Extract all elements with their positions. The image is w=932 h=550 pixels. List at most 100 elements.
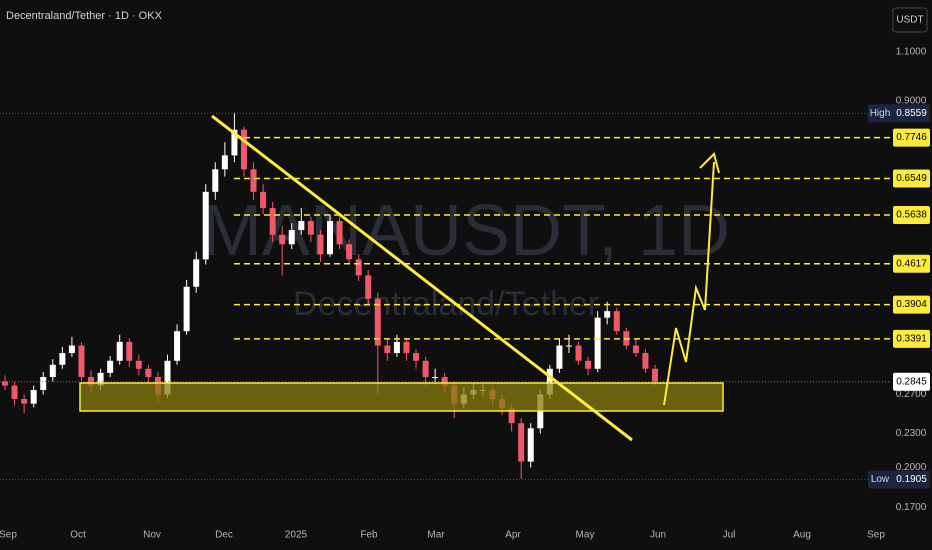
low-badge [868,470,930,489]
candle-body [269,208,276,235]
level-label: 0.5638 [896,210,927,221]
candle-body [527,428,534,462]
candle-body [126,341,133,361]
candle-body [240,129,247,170]
y-tick-label: 0.9000 [896,96,927,107]
level-badge [893,128,930,147]
candle-body [298,221,305,231]
x-tick-label: Nov [143,530,161,541]
last-price: 0.2845 [896,376,927,387]
candle-body [575,345,582,361]
candle-body [336,221,343,245]
x-tick-label: Sep [0,530,17,541]
candle-body [135,360,142,369]
x-tick-label: Feb [360,530,378,541]
candle-body [145,368,152,378]
y-tick-label: 0.1700 [896,502,927,513]
candle-body [212,169,219,192]
candle-body [508,408,515,424]
candle-body [88,377,95,386]
last-price-badge [893,372,930,391]
candle-body [355,259,362,276]
trend-line [211,114,633,442]
x-tick-label: Aug [793,530,811,541]
candle-body [403,341,410,354]
candle-body [78,345,85,378]
candle-body [40,377,47,390]
level-label: 0.3904 [896,299,927,310]
candle-body [432,377,439,379]
candle-body [250,169,257,192]
low-label: Low [871,474,890,485]
candle-body [652,368,658,382]
level-label: 0.3391 [896,334,927,345]
high-badge [868,104,930,123]
candle-body [11,385,18,400]
currency: USDT [896,15,923,26]
candle-body [613,311,620,332]
candle-body [174,331,181,361]
candle-body [49,364,56,378]
x-tick-label: Jun [650,530,666,541]
candle-body [59,353,66,365]
level-badge [893,205,930,224]
candle-body [279,234,286,245]
watermark: MANAUSDT, 1D [202,191,730,271]
support-zone [79,382,724,412]
x-tick-label: Mar [427,530,445,541]
level-label: 0.4617 [896,258,927,269]
candle-body [585,360,592,369]
level-badge [893,295,930,314]
candle-body [317,234,324,255]
low-value: 0.1905 [896,474,927,485]
candle-body [642,353,649,369]
x-tick-label: Sep [867,530,885,541]
currency-badge[interactable] [892,7,928,33]
y-tick-label: 0.2000 [896,462,927,473]
candle-body [384,345,391,354]
y-tick-label: 0.2300 [896,428,927,439]
candle-body [374,298,381,346]
high-label: High [870,108,891,119]
projection-arrow [663,161,715,406]
y-tick-label: 1.1000 [896,47,927,58]
arrow-head [699,152,720,174]
level-badge [893,329,930,348]
candle-body [231,129,238,156]
candle-body [183,286,190,332]
candle-body [365,275,372,299]
candle-body [393,341,400,354]
x-tick-label: Oct [70,530,86,541]
level-label: 0.6549 [896,173,927,184]
candle-body [202,191,209,260]
level-label: 0.7746 [896,132,927,143]
candle-body [307,221,314,235]
x-tick-label: 2025 [285,530,308,541]
level-badge [893,169,930,188]
candle-body [288,230,295,245]
candle-body [97,372,104,386]
candle-body [632,345,639,354]
y-tick-label: 0.2700 [896,389,927,400]
x-tick-label: Dec [215,530,233,541]
x-tick-label: May [576,530,595,541]
candle-body [260,191,267,209]
candle-body [193,259,200,287]
candle-body [594,317,601,369]
candle-body [346,244,353,260]
candle-body [2,381,8,386]
high-value: 0.8559 [896,108,927,119]
candle-body [604,311,611,318]
candle-body [518,423,525,462]
candle-body [68,345,75,354]
candle-body [30,389,37,404]
x-tick-label: Apr [505,530,521,541]
candle-body [327,221,333,255]
candle-body [164,360,171,395]
candle-body [422,360,429,378]
candle-body [21,399,28,404]
annotations [79,114,724,442]
